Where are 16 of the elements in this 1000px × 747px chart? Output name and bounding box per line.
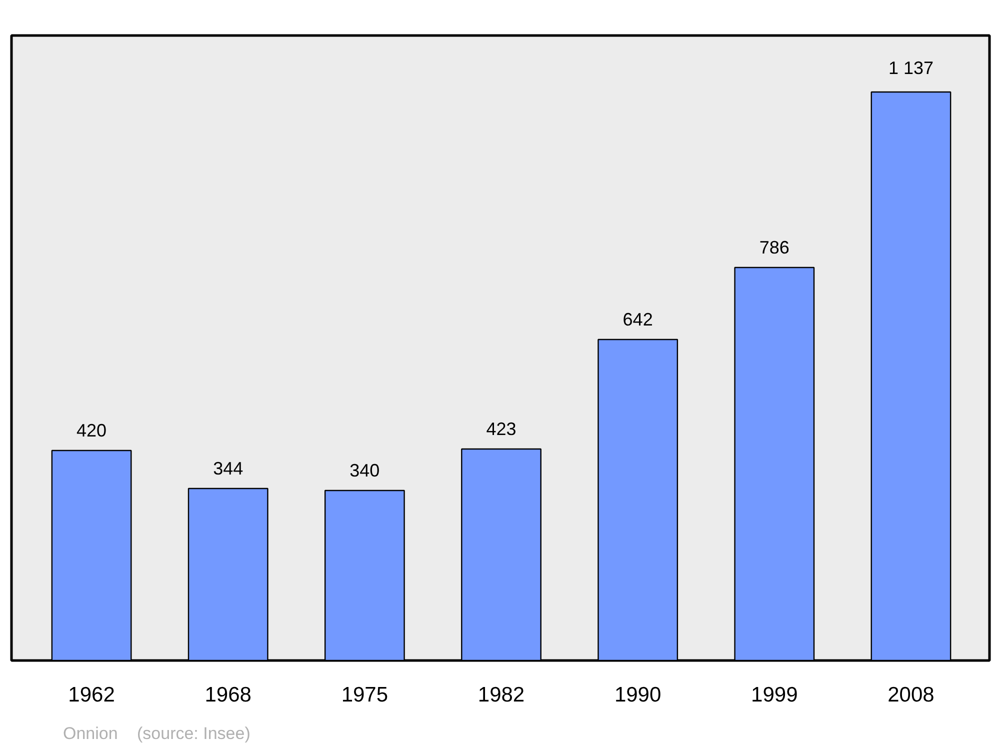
x-tick-label: 2008 bbox=[888, 684, 934, 706]
x-tick-label: 1999 bbox=[751, 684, 798, 706]
data-label: 344 bbox=[213, 458, 244, 478]
x-tick-label: 1982 bbox=[478, 684, 525, 706]
x-tick-label: 1968 bbox=[204, 684, 252, 706]
data-label: 420 bbox=[76, 420, 107, 440]
text: (source: Insee) bbox=[137, 723, 250, 745]
text: Onnion bbox=[63, 723, 118, 745]
data-label: 1 137 bbox=[888, 58, 934, 78]
x-tick-label: 1975 bbox=[341, 684, 388, 706]
x-tick-label: 1990 bbox=[614, 684, 662, 706]
data-label: 642 bbox=[622, 310, 653, 330]
data-label: 340 bbox=[350, 460, 380, 480]
data-label: 786 bbox=[759, 238, 790, 258]
data-label: 423 bbox=[486, 419, 516, 439]
x-tick-label: 1962 bbox=[68, 684, 115, 706]
